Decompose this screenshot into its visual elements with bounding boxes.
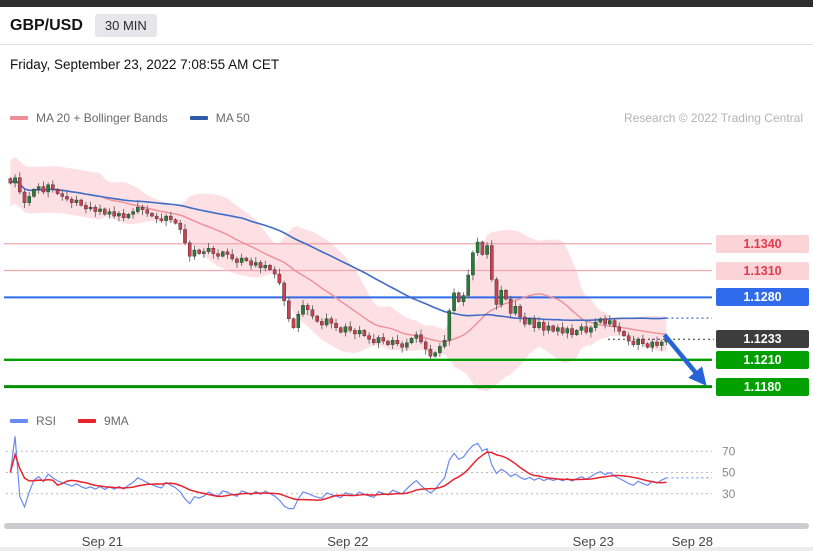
rsi-legend: RSI 9MA — [0, 412, 813, 430]
symbol-title: GBP/USD — [10, 16, 83, 34]
window-top-bar — [0, 0, 813, 7]
ma50-line — [9, 179, 667, 322]
time-axis: Sep 21 Sep 22 Sep 23 Sep 28 — [0, 521, 813, 549]
rsi-panel: 70 50 30 — [0, 430, 813, 515]
rsi-line — [9, 436, 667, 510]
rsi-ma9-swatch-icon — [78, 419, 97, 423]
time-axis-label: Sep 22 — [327, 534, 369, 549]
ma20-bollinger-label: MA 20 + Bollinger Bands — [36, 111, 168, 125]
price-level-label-support: 1.1210 — [716, 350, 809, 369]
rsi-chart-canvas: 70 50 30 — [6, 436, 736, 510]
time-axis-label: Sep 23 — [572, 534, 614, 549]
candles-layer — [8, 172, 669, 360]
rsi-label: RSI — [36, 414, 57, 428]
bollinger-band-area — [10, 157, 667, 392]
timeframe-badge[interactable]: 30 MIN — [94, 14, 157, 37]
chart-header: GBP/USD 30 MIN — [0, 7, 813, 45]
forecast-down-arrow — [662, 333, 707, 386]
rsi-axis-tick: 30 — [722, 487, 736, 501]
price-level-label-support: 1.1180 — [716, 377, 809, 396]
ma50-swatch-icon — [189, 116, 208, 120]
price-level-label-resistance: 1.1310 — [716, 261, 809, 280]
price-level-label-last: 1.1233 — [716, 330, 809, 349]
rsi-ma9-label: 9MA — [104, 414, 129, 428]
ma20-bollinger-swatch-icon — [10, 116, 28, 120]
price-level-label-resistance: 1.1340 — [716, 234, 809, 253]
bottom-strip — [0, 547, 813, 551]
rsi-swatch-icon — [10, 419, 28, 423]
main-chart-canvas — [4, 157, 714, 392]
chart-datetime: Friday, September 23, 2022 7:08:55 AM CE… — [10, 57, 280, 72]
rsi-axis-tick: 70 — [722, 444, 736, 458]
time-axis-label: Sep 28 — [671, 534, 713, 549]
main-legend: MA 20 + Bollinger Bands MA 50 Research ©… — [0, 108, 813, 128]
time-scrollbar[interactable] — [4, 523, 809, 529]
price-level-label-pivot: 1.1280 — [716, 288, 809, 307]
ma20-line — [10, 179, 667, 343]
research-copyright: Research © 2022 Trading Central — [624, 111, 803, 125]
main-chart-area: 1.1340 1.1310 1.1280 1.1233 1.1210 1.1180 — [0, 150, 813, 400]
time-axis-label: Sep 21 — [81, 534, 123, 549]
ma50-label: MA 50 — [215, 111, 250, 125]
rsi-axis-tick: 50 — [722, 466, 736, 480]
rsi-ma9-line — [9, 451, 667, 501]
